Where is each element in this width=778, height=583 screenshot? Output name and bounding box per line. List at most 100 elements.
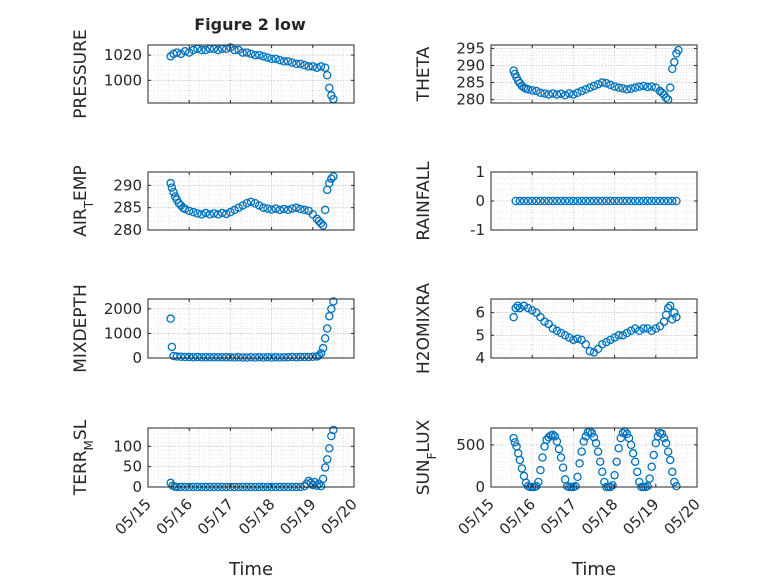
data-point xyxy=(279,353,289,362)
data-point xyxy=(167,183,177,192)
data-point xyxy=(226,353,235,362)
data-point xyxy=(610,470,619,480)
data-point xyxy=(643,196,652,206)
y-tick-label: 5 xyxy=(475,326,485,344)
data-point xyxy=(560,90,570,100)
data-point xyxy=(222,353,231,362)
y-axis-label: MIXDEPTH xyxy=(71,284,91,373)
subplot-1: 1000 1020 PRESSURE xyxy=(71,29,355,119)
data-point xyxy=(585,83,595,92)
data-point xyxy=(565,196,574,206)
data-point xyxy=(213,210,223,219)
data-point xyxy=(558,463,568,472)
data-point xyxy=(271,204,280,213)
data-point xyxy=(657,429,667,439)
x-tick-label: 05/17 xyxy=(194,495,237,538)
data-point xyxy=(597,340,607,349)
data-point xyxy=(622,85,632,94)
data-point xyxy=(635,326,644,336)
data-point xyxy=(271,353,280,362)
data-point xyxy=(560,331,570,340)
data-point xyxy=(560,196,570,206)
data-point xyxy=(263,353,272,362)
data-markers xyxy=(511,196,681,206)
data-point xyxy=(523,303,533,313)
data-point xyxy=(300,60,309,70)
x-tick-label: 05/16 xyxy=(496,495,539,538)
data-point xyxy=(180,352,190,362)
data-point xyxy=(308,352,318,362)
data-point xyxy=(659,196,669,206)
y-tick-label: 0 xyxy=(132,349,142,367)
data-point xyxy=(569,90,578,99)
data-point xyxy=(614,83,623,92)
data-point xyxy=(635,82,644,91)
data-point xyxy=(527,196,537,206)
data-point xyxy=(304,62,313,71)
data-point xyxy=(292,353,301,362)
data-point xyxy=(193,209,202,218)
data-point xyxy=(626,440,636,450)
data-point xyxy=(184,206,194,216)
data-point xyxy=(296,352,305,362)
data-point xyxy=(593,196,603,206)
x-tick-label: 05/19 xyxy=(619,495,662,538)
data-point xyxy=(513,301,523,311)
data-point xyxy=(283,57,293,66)
data-point xyxy=(246,49,256,59)
data-point xyxy=(314,351,324,360)
data-point xyxy=(647,326,656,336)
data-point xyxy=(234,45,243,55)
data-point xyxy=(275,55,285,65)
data-point xyxy=(226,43,235,52)
data-point xyxy=(327,304,336,314)
data-point xyxy=(283,205,293,215)
data-point xyxy=(287,58,297,67)
data-point xyxy=(622,429,632,439)
x-tick-label: 05/18 xyxy=(235,495,278,538)
data-point xyxy=(254,50,264,60)
data-point xyxy=(614,331,623,340)
data-point xyxy=(242,48,252,57)
data-point xyxy=(320,63,330,72)
data-point xyxy=(201,208,210,218)
data-point xyxy=(591,438,601,448)
data-point xyxy=(550,432,560,441)
data-point xyxy=(643,481,652,491)
data-point xyxy=(552,326,562,336)
data-point xyxy=(540,317,549,326)
data-point xyxy=(304,352,313,362)
data-point xyxy=(287,204,297,213)
data-point xyxy=(552,196,562,206)
data-point xyxy=(635,477,644,487)
data-point xyxy=(639,196,648,206)
data-point xyxy=(626,326,636,336)
data-point xyxy=(325,178,334,188)
data-point xyxy=(548,430,558,439)
axes-box xyxy=(147,427,355,488)
data-point xyxy=(581,340,591,349)
y-tick-label: 0 xyxy=(475,478,485,496)
y-tick-label: 290 xyxy=(113,176,142,194)
x-tick-label: 05/17 xyxy=(537,495,580,538)
data-point xyxy=(610,196,619,206)
data-point xyxy=(189,207,198,217)
data-point xyxy=(320,463,330,472)
data-point xyxy=(651,324,661,333)
data-point xyxy=(201,353,210,362)
axes-box xyxy=(490,298,698,359)
y-axis-label: AIRTEMP xyxy=(71,165,96,236)
data-point xyxy=(532,481,541,491)
y-axis-label: TERRMSL xyxy=(71,419,96,496)
data-point xyxy=(548,89,558,98)
data-point xyxy=(180,204,190,214)
data-point xyxy=(548,324,558,333)
data-point xyxy=(663,447,673,456)
data-point xyxy=(536,196,545,206)
data-point xyxy=(581,196,591,206)
data-point xyxy=(597,78,607,87)
data-point xyxy=(222,209,231,219)
data-point xyxy=(544,196,553,206)
data-point xyxy=(587,428,597,438)
